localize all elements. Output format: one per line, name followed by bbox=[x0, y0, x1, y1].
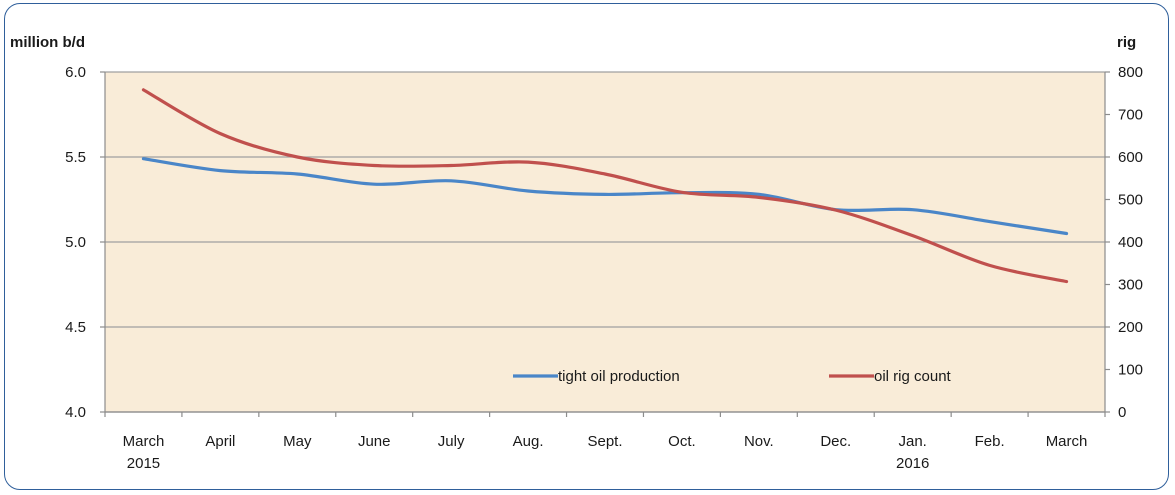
left-tick-label: 4.5 bbox=[65, 319, 86, 336]
left-axis-ticks: 4.0 4.5 5.0 5.5 6.0 bbox=[65, 64, 105, 421]
series-line-tight-oil-production bbox=[141, 157, 1069, 236]
x-tick-label: June bbox=[358, 433, 391, 450]
gridlines bbox=[105, 71, 1105, 413]
x-tick-label: Feb. bbox=[975, 433, 1005, 450]
left-tick-label: 5.5 bbox=[65, 149, 86, 166]
right-tick-label: 300 bbox=[1118, 277, 1143, 294]
x-tick-label: March bbox=[1046, 433, 1088, 450]
x-tick-label: April bbox=[205, 433, 235, 450]
right-tick-label: 700 bbox=[1118, 107, 1143, 124]
x-tick-label: Oct. bbox=[668, 433, 696, 450]
left-tick-label: 6.0 bbox=[65, 64, 86, 81]
x-tick-label: Jan. 2016 bbox=[896, 433, 929, 472]
right-tick-label: 0 bbox=[1118, 404, 1126, 421]
left-axis-title: million b/d bbox=[10, 34, 85, 51]
x-tick-label: July bbox=[438, 433, 465, 450]
right-tick-label: 100 bbox=[1118, 362, 1143, 379]
left-tick-label: 5.0 bbox=[65, 234, 86, 251]
legend-label: oil rig count bbox=[874, 368, 952, 385]
series-line-oil-rig-count bbox=[141, 88, 1069, 284]
x-tick-label: Sept. bbox=[587, 433, 622, 450]
series-lines bbox=[141, 88, 1069, 284]
right-axis-title: rig bbox=[1117, 34, 1136, 51]
legend: tight oil production oil rig count bbox=[513, 368, 952, 385]
right-tick-label: 500 bbox=[1118, 192, 1143, 209]
right-tick-label: 400 bbox=[1118, 234, 1143, 251]
x-axis-ticks: March 2015 April May June July Aug. Sept. Oct. No… bbox=[104, 412, 1106, 472]
right-tick-label: 200 bbox=[1118, 319, 1143, 336]
x-tick-label: Nov. bbox=[744, 433, 774, 450]
left-tick-label: 4.0 bbox=[65, 404, 86, 421]
x-tick-label: Aug. bbox=[513, 433, 544, 450]
right-tick-label: 800 bbox=[1118, 64, 1143, 81]
x-tick-label: May bbox=[283, 433, 312, 450]
right-tick-label: 600 bbox=[1118, 149, 1143, 166]
legend-label: tight oil production bbox=[558, 368, 680, 385]
x-tick-label: March 2015 bbox=[123, 433, 165, 472]
x-tick-label: Dec. bbox=[820, 433, 851, 450]
right-axis-ticks: 0 100 200 300 400 500 600 700 800 bbox=[1105, 64, 1143, 421]
